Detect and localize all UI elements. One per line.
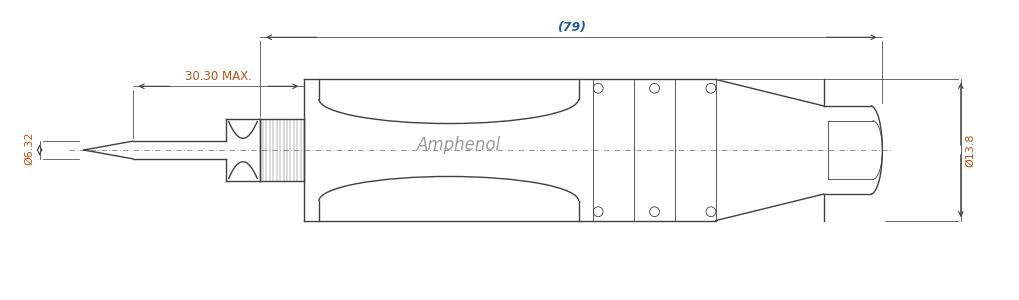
Text: Ø13.8: Ø13.8	[965, 133, 975, 167]
Text: (79): (79)	[556, 21, 585, 34]
Text: Amphenol: Amphenol	[416, 136, 500, 154]
Text: 30.30 MAX.: 30.30 MAX.	[184, 70, 252, 83]
Text: Ø6.32: Ø6.32	[24, 131, 35, 165]
